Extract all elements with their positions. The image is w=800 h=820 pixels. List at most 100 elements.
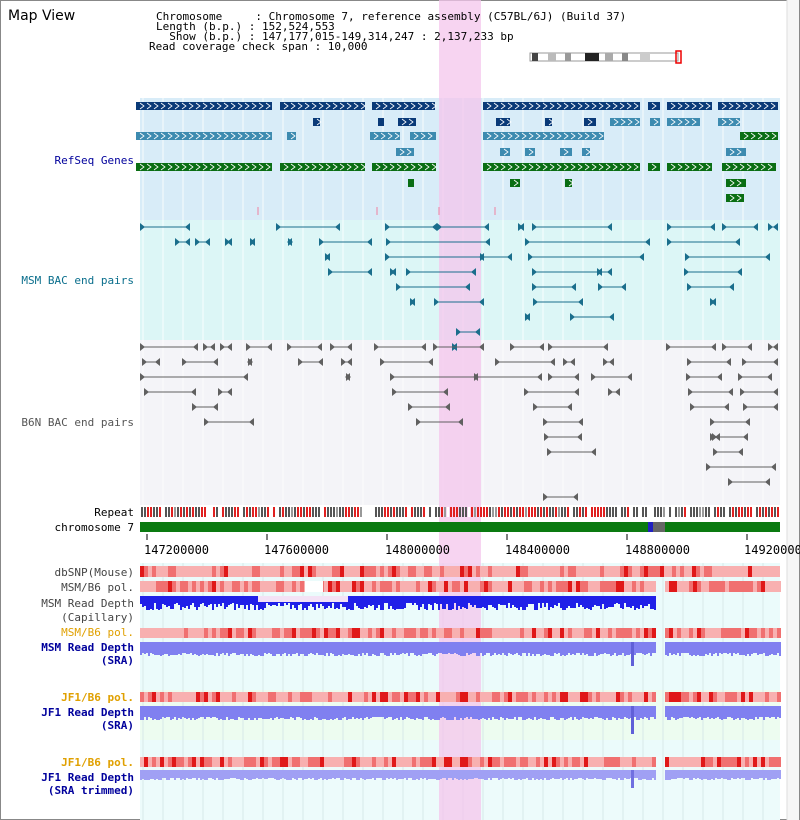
gene-strand-arrow (258, 132, 264, 140)
jf1-b6-pol-label[interactable]: JF1/B6 pol. (61, 691, 134, 704)
read-depth-bar (334, 706, 336, 719)
polymorphism-cell (492, 628, 496, 638)
msm-bac-label[interactable]: MSM BAC end pairs (21, 274, 134, 287)
read-depth-bar (322, 642, 324, 655)
read-depth-bar (318, 770, 320, 779)
polymorphism-cell (488, 692, 492, 702)
repeat-element (324, 507, 326, 517)
polymorphism-cell (701, 757, 705, 767)
read-depth-bar (260, 770, 262, 779)
read-depth-bar (733, 770, 735, 779)
read-depth-bar (214, 706, 216, 717)
repeat-element (705, 507, 707, 517)
polymorphism-cell (308, 757, 312, 767)
polymorphism-cell (280, 566, 284, 577)
polymorphism-cell (636, 757, 640, 767)
polymorphism-cell (520, 692, 524, 702)
bac-end-marker (325, 253, 330, 261)
read-depth-bar (480, 596, 482, 608)
jf1-depth-trim-label[interactable]: JF1 Read Depth (41, 771, 134, 784)
read-depth-bar (428, 642, 430, 653)
msm-b6-pol-sra-label[interactable]: MSM/B6 pol. (61, 626, 134, 639)
read-depth-bar (679, 770, 681, 778)
bac-end-marker (392, 388, 397, 396)
read-depth-bar (234, 770, 236, 778)
read-depth-bar (214, 642, 216, 656)
polymorphism-cell (380, 692, 384, 702)
polymorphism-cell (316, 692, 320, 702)
msm-b6-pol-label[interactable]: MSM/B6 pol. (61, 581, 134, 594)
gene-strand-arrow (380, 132, 386, 140)
read-depth-bar (594, 770, 596, 778)
gene-strand-arrow (382, 163, 388, 171)
repeat-element (456, 507, 458, 517)
read-depth-bar (759, 706, 761, 717)
read-depth-bar (648, 770, 650, 780)
refseq-genes-label[interactable]: RefSeq Genes (54, 154, 134, 167)
repeat-element (279, 507, 281, 517)
repeat-element (573, 507, 575, 517)
jf1-depth-sra-label[interactable]: JF1 Read Depth (41, 706, 134, 719)
polymorphism-cell (761, 692, 765, 702)
polymorphism-cell (220, 692, 224, 702)
read-depth-bar (642, 770, 644, 779)
bac-end-marker (319, 238, 324, 246)
dbsnp-label[interactable]: dbSNP(Mouse) (54, 566, 134, 579)
polymorphism-cell (176, 566, 180, 577)
repeat-element (645, 507, 647, 517)
read-depth-bar (288, 770, 290, 780)
polymorphism-cell (432, 757, 436, 767)
polymorphism-cell (156, 628, 160, 638)
read-depth-bar (777, 642, 779, 653)
jf1-b6-pol-trim-label[interactable]: JF1/B6 pol. (61, 756, 134, 769)
gene-strand-arrow (258, 102, 264, 110)
polymorphism-cell (256, 628, 260, 638)
read-depth-bar (254, 770, 256, 779)
polymorphism-cell (252, 566, 256, 577)
read-depth-bar (198, 706, 200, 718)
read-depth-bar (779, 642, 781, 656)
bac-end-marker (574, 373, 579, 381)
polymorphism-cell (324, 566, 328, 577)
polymorphism-cell (536, 692, 540, 702)
repeat-element (318, 507, 320, 517)
gene-model (718, 118, 740, 126)
polymorphism-cell (500, 566, 504, 577)
bac-end-marker (771, 463, 776, 471)
polymorphism-cell (749, 581, 753, 592)
ideogram-band (622, 53, 628, 61)
gene-strand-arrow (584, 102, 590, 110)
bac-end-marker (227, 238, 232, 246)
polymorphism-cell (536, 628, 540, 638)
polymorphism-cell (312, 628, 316, 638)
read-depth-bar (681, 770, 683, 778)
b6n-bac-label[interactable]: B6N BAC end pairs (21, 416, 134, 429)
polymorphism-cell (436, 757, 440, 767)
gene-strand-arrow (598, 163, 604, 171)
read-depth-bar (224, 642, 226, 655)
read-depth-bar (316, 706, 318, 718)
msm-depth-sra-label[interactable]: MSM Read Depth (41, 641, 134, 654)
polymorphism-cell (616, 566, 620, 577)
gene-strand-arrow (375, 102, 381, 110)
length-info: Length (b.p.) : 152,524,553 (156, 20, 335, 33)
polymorphism-cell (668, 566, 672, 577)
polymorphism-cell (196, 566, 200, 577)
read-depth-bar (572, 706, 574, 720)
polymorphism-cell (148, 628, 152, 638)
msm-depth-capillary-label[interactable]: MSM Read Depth (41, 597, 134, 610)
read-depth-bar (312, 642, 314, 654)
read-depth-bar (228, 770, 230, 779)
read-depth-bar (570, 642, 572, 655)
read-depth-bar (176, 642, 178, 655)
read-depth-bar (640, 706, 642, 718)
polymorphism-cell (777, 757, 781, 767)
read-depth-bar (695, 770, 697, 779)
bac-end-marker (203, 343, 208, 351)
read-depth-bar (384, 596, 386, 603)
polymorphism-cell (512, 692, 516, 702)
read-depth-bar (476, 770, 478, 778)
read-depth-bar (685, 770, 687, 778)
read-depth-bar (594, 596, 596, 605)
read-depth-bar (204, 642, 206, 655)
